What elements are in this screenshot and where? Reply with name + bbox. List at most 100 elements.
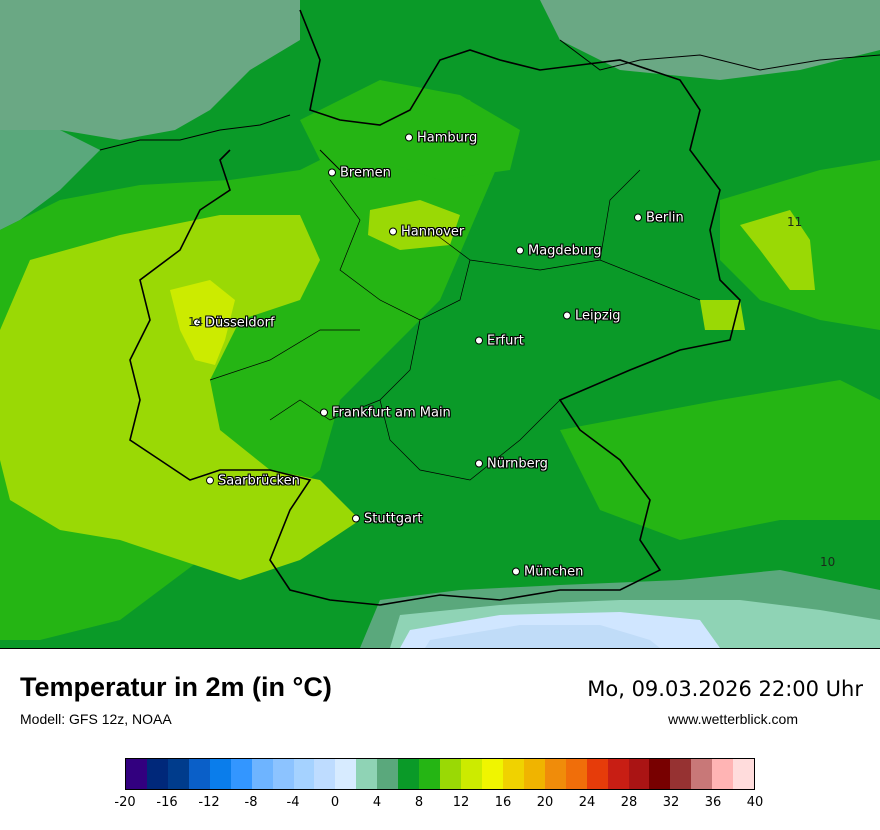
legend-swatch — [607, 759, 629, 789]
legend-swatch — [293, 759, 315, 789]
legend-tick-label: 36 — [704, 795, 722, 810]
city-label: Hannover — [389, 225, 464, 240]
legend-tick-label: -20 — [114, 795, 136, 810]
legend-swatch — [733, 759, 755, 789]
legend-swatch — [126, 759, 147, 789]
legend-swatch — [146, 759, 168, 789]
legend-tick-label: -12 — [198, 795, 220, 810]
city-name: Bremen — [340, 165, 391, 181]
legend-swatch — [230, 759, 252, 789]
city-marker-icon — [352, 514, 360, 522]
legend-tick-label: 8 — [414, 795, 424, 810]
legend-swatch — [628, 759, 650, 789]
legend-tick-label: 16 — [494, 795, 512, 810]
website-label: www.wetterblick.com — [668, 711, 798, 727]
legend-swatch — [167, 759, 189, 789]
legend-ticks: -20 -16 -12 -8 -4 0 4 8 12 16 20 24 28 32 36 40 — [114, 795, 763, 815]
legend-swatch — [377, 759, 399, 789]
legend-swatch — [565, 759, 587, 789]
legend-tick-label: 4 — [372, 795, 382, 810]
temperature-map: Hamburg Bremen Hannover Berlin Magdeburg… — [0, 0, 880, 649]
zone-10-north — [300, 80, 520, 180]
legend-swatch — [544, 759, 566, 789]
city-name: Hannover — [401, 224, 465, 240]
legend-swatch — [461, 759, 482, 789]
city-name: München — [524, 564, 584, 580]
city-name: Frankfurt am Main — [332, 405, 451, 421]
legend-swatch — [419, 759, 441, 789]
city-label: Frankfurt am Main — [320, 406, 451, 421]
sea-area — [0, 0, 300, 140]
sea-area-west — [0, 130, 100, 230]
legend-swatch — [440, 759, 461, 789]
legend-swatch — [670, 759, 692, 789]
city-label: Saarbrücken — [206, 474, 300, 489]
city-marker-icon — [634, 213, 642, 221]
city-marker-icon — [563, 311, 571, 319]
city-label: Bremen — [328, 166, 391, 181]
zone-12-hannover — [368, 200, 460, 250]
zone-12-east — [740, 210, 815, 290]
city-marker-icon — [328, 168, 336, 176]
legend-swatch — [586, 759, 608, 789]
legend-swatch — [335, 759, 357, 789]
city-name: Erfurt — [487, 333, 524, 349]
zone-10-south — [560, 380, 880, 540]
city-marker-icon — [512, 567, 520, 575]
legend-swatch — [712, 759, 734, 789]
country-border — [129, 9, 741, 606]
city-marker-icon — [475, 459, 483, 467]
legend-swatch — [481, 759, 503, 789]
legend-tick-label: 24 — [578, 795, 596, 810]
city-name: Saarbrücken — [218, 473, 300, 489]
city-label: Stuttgart — [352, 512, 422, 527]
city-name: Hamburg — [417, 130, 478, 146]
city-label: Düsseldorf — [193, 316, 275, 331]
color-legend — [125, 758, 755, 790]
city-name: Nürnberg — [487, 456, 548, 472]
legend-swatch — [251, 759, 273, 789]
zone-12-west — [0, 215, 360, 580]
forecast-datetime: Mo, 09.03.2026 22:00 Uhr — [587, 677, 863, 701]
legend-tick-label: 28 — [620, 795, 638, 810]
city-label: Erfurt — [475, 334, 524, 349]
sea-area-east — [540, 0, 880, 80]
legend-swatch — [356, 759, 378, 789]
city-marker-icon — [320, 408, 328, 416]
legend-tick-label: 12 — [452, 795, 470, 810]
city-marker-icon — [516, 246, 524, 254]
legend-tick-label: -8 — [244, 795, 258, 810]
legend-tick-label: -4 — [286, 795, 300, 810]
legend-swatch — [398, 759, 420, 789]
city-marker-icon — [206, 476, 214, 484]
isoline-label: 10 — [820, 555, 836, 569]
city-label: Berlin — [634, 211, 684, 226]
city-marker-icon — [405, 133, 413, 141]
city-label: Magdeburg — [516, 244, 602, 259]
legend-swatch — [272, 759, 294, 789]
legend-tick-label: 40 — [746, 795, 764, 810]
legend-swatch — [649, 759, 671, 789]
zone-14-dusseldorf — [170, 280, 235, 365]
map-title: Temperatur in 2m (in °C) — [20, 672, 332, 702]
legend-tick-label: 20 — [536, 795, 554, 810]
legend-swatch — [502, 759, 524, 789]
legend-tick-label: 32 — [662, 795, 680, 810]
city-marker-icon — [193, 318, 201, 326]
zone-0-alps — [425, 625, 660, 648]
city-name: Düsseldorf — [205, 315, 275, 331]
legend-swatch — [188, 759, 210, 789]
legend-swatch — [314, 759, 336, 789]
city-label: Nürnberg — [475, 457, 548, 472]
legend-tick-label: 0 — [330, 795, 340, 810]
model-info: Modell: GFS 12z, NOAA — [20, 711, 172, 727]
state-borders — [209, 169, 701, 481]
isoline-label: 11 — [787, 215, 803, 229]
city-name: Berlin — [646, 210, 684, 226]
city-label: Hamburg — [405, 131, 477, 146]
legend-swatch — [209, 759, 231, 789]
city-name: Stuttgart — [364, 511, 423, 527]
city-label: München — [512, 565, 583, 580]
city-marker-icon — [389, 227, 397, 235]
city-name: Magdeburg — [528, 243, 602, 259]
